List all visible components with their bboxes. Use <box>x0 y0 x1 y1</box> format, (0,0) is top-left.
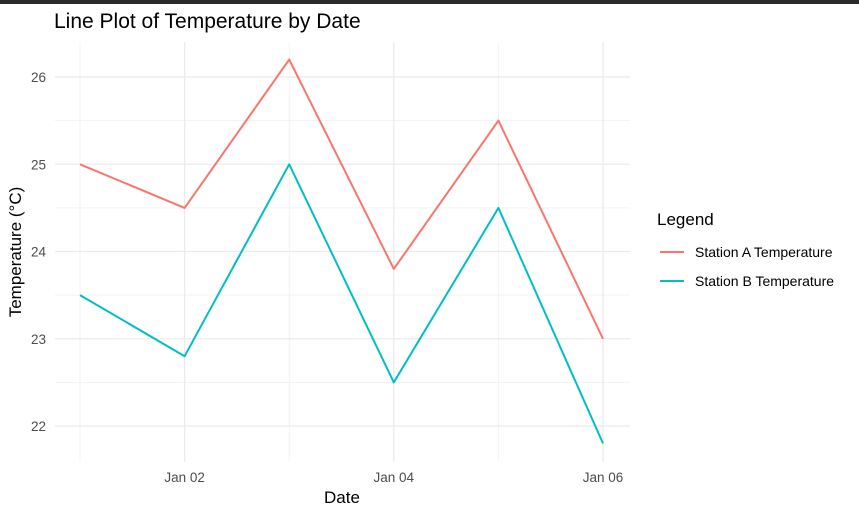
legend-label-station-a: Station A Temperature <box>695 244 833 260</box>
legend-title: Legend <box>657 210 714 229</box>
y-tick-label: 23 <box>31 332 46 347</box>
y-tick-label: 25 <box>31 157 46 172</box>
y-tick-label: 24 <box>31 245 47 260</box>
window-top-strip <box>0 0 859 4</box>
x-axis-title: Date <box>324 488 360 507</box>
x-tick-label: Jan 04 <box>374 470 415 485</box>
chart-title: Line Plot of Temperature by Date <box>54 10 361 33</box>
series-line-station-b <box>79 163 604 444</box>
y-axis-title: Temperature (°C) <box>6 187 25 318</box>
series-line-station-a <box>79 58 604 340</box>
y-tick-label: 26 <box>31 70 46 85</box>
legend-items: Station A Temperature Station B Temperatu… <box>660 244 834 289</box>
x-tick-label: Jan 02 <box>164 470 205 485</box>
series-layer <box>79 58 604 444</box>
x-tick-labels: Jan 02 Jan 04 Jan 06 <box>164 470 623 485</box>
x-tick-label: Jan 06 <box>583 470 624 485</box>
y-tick-label: 22 <box>31 419 46 434</box>
legend-label-station-b: Station B Temperature <box>695 273 834 289</box>
grid-layer <box>55 42 630 462</box>
legend: Legend Station A Temperature Station B Te… <box>657 210 834 289</box>
y-tick-labels: 22 23 24 25 26 <box>31 70 47 434</box>
